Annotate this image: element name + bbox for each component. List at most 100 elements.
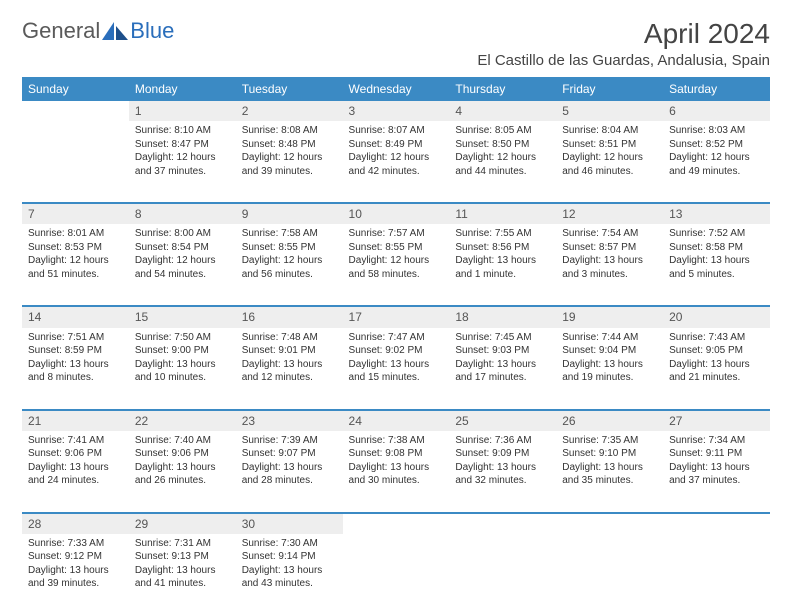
daynum-row: 14151617181920 — [22, 306, 770, 327]
detail-line: and 58 minutes. — [349, 268, 444, 282]
detail-line: Sunset: 9:11 PM — [669, 447, 764, 461]
day-detail-cell: Sunrise: 8:00 AMSunset: 8:54 PMDaylight:… — [129, 224, 236, 306]
detail-line: Sunrise: 7:54 AM — [562, 227, 657, 241]
detail-line: Sunset: 8:52 PM — [669, 138, 764, 152]
day-detail-cell — [343, 534, 450, 616]
day-number-cell — [556, 513, 663, 534]
month-title: April 2024 — [477, 18, 770, 50]
detail-line: Sunset: 9:00 PM — [135, 344, 230, 358]
day-header: Tuesday — [236, 77, 343, 101]
detail-line: Sunset: 8:59 PM — [28, 344, 123, 358]
detail-line: Sunrise: 8:01 AM — [28, 227, 123, 241]
day-detail-cell: Sunrise: 8:01 AMSunset: 8:53 PMDaylight:… — [22, 224, 129, 306]
detail-line: Sunset: 8:55 PM — [349, 241, 444, 255]
detail-line: Sunrise: 7:41 AM — [28, 434, 123, 448]
detail-line: Daylight: 13 hours — [349, 358, 444, 372]
detail-line: and 46 minutes. — [562, 165, 657, 179]
detail-line: and 54 minutes. — [135, 268, 230, 282]
daynum-row: 282930 — [22, 513, 770, 534]
day-detail-cell: Sunrise: 7:31 AMSunset: 9:13 PMDaylight:… — [129, 534, 236, 616]
day-detail-cell: Sunrise: 7:54 AMSunset: 8:57 PMDaylight:… — [556, 224, 663, 306]
detail-line: Sunset: 9:03 PM — [455, 344, 550, 358]
day-number-cell: 11 — [449, 203, 556, 224]
detail-row: Sunrise: 8:01 AMSunset: 8:53 PMDaylight:… — [22, 224, 770, 306]
day-number-cell: 15 — [129, 306, 236, 327]
logo-text-blue: Blue — [130, 18, 174, 44]
detail-line: Sunrise: 7:33 AM — [28, 537, 123, 551]
day-detail-cell: Sunrise: 8:04 AMSunset: 8:51 PMDaylight:… — [556, 121, 663, 203]
day-number-cell: 7 — [22, 203, 129, 224]
day-detail-cell: Sunrise: 7:47 AMSunset: 9:02 PMDaylight:… — [343, 328, 450, 410]
detail-line: Sunrise: 8:00 AM — [135, 227, 230, 241]
day-header: Friday — [556, 77, 663, 101]
day-number-cell: 12 — [556, 203, 663, 224]
daynum-row: 78910111213 — [22, 203, 770, 224]
detail-line: Sunrise: 7:39 AM — [242, 434, 337, 448]
detail-line: and 35 minutes. — [562, 474, 657, 488]
day-detail-cell: Sunrise: 7:36 AMSunset: 9:09 PMDaylight:… — [449, 431, 556, 513]
detail-line: Daylight: 13 hours — [242, 461, 337, 475]
day-detail-cell: Sunrise: 8:07 AMSunset: 8:49 PMDaylight:… — [343, 121, 450, 203]
day-number-cell: 6 — [663, 101, 770, 121]
detail-line: Sunset: 9:06 PM — [135, 447, 230, 461]
detail-line: Sunset: 8:58 PM — [669, 241, 764, 255]
logo: General Blue — [22, 18, 174, 44]
detail-line: Daylight: 12 hours — [135, 151, 230, 165]
detail-line: Sunrise: 7:34 AM — [669, 434, 764, 448]
detail-line: and 43 minutes. — [242, 577, 337, 591]
detail-line: and 10 minutes. — [135, 371, 230, 385]
day-header: Saturday — [663, 77, 770, 101]
day-header: Thursday — [449, 77, 556, 101]
location-text: El Castillo de las Guardas, Andalusia, S… — [477, 52, 770, 69]
detail-line: Sunset: 9:02 PM — [349, 344, 444, 358]
detail-line: Daylight: 13 hours — [135, 358, 230, 372]
detail-line: Sunrise: 7:45 AM — [455, 331, 550, 345]
detail-line: and 37 minutes. — [135, 165, 230, 179]
detail-line: Sunset: 8:54 PM — [135, 241, 230, 255]
detail-line: Sunset: 8:55 PM — [242, 241, 337, 255]
detail-line: Sunset: 8:49 PM — [349, 138, 444, 152]
detail-line: and 3 minutes. — [562, 268, 657, 282]
detail-line: Sunset: 9:12 PM — [28, 550, 123, 564]
day-number-cell: 13 — [663, 203, 770, 224]
detail-line: Daylight: 13 hours — [28, 461, 123, 475]
detail-line: Daylight: 13 hours — [28, 564, 123, 578]
detail-line: Sunrise: 7:35 AM — [562, 434, 657, 448]
detail-line: Daylight: 13 hours — [135, 564, 230, 578]
day-detail-cell: Sunrise: 7:40 AMSunset: 9:06 PMDaylight:… — [129, 431, 236, 513]
detail-line: and 21 minutes. — [669, 371, 764, 385]
day-number-cell — [663, 513, 770, 534]
detail-line: Daylight: 13 hours — [242, 564, 337, 578]
detail-line: Sunset: 9:13 PM — [135, 550, 230, 564]
day-detail-cell: Sunrise: 8:10 AMSunset: 8:47 PMDaylight:… — [129, 121, 236, 203]
detail-line: Sunrise: 7:31 AM — [135, 537, 230, 551]
day-detail-cell: Sunrise: 7:48 AMSunset: 9:01 PMDaylight:… — [236, 328, 343, 410]
day-header: Sunday — [22, 77, 129, 101]
detail-line: Sunrise: 7:58 AM — [242, 227, 337, 241]
detail-line: Sunrise: 7:47 AM — [349, 331, 444, 345]
detail-line: and 5 minutes. — [669, 268, 764, 282]
detail-line: and 49 minutes. — [669, 165, 764, 179]
day-number-cell: 29 — [129, 513, 236, 534]
day-number-cell: 3 — [343, 101, 450, 121]
day-number-cell: 17 — [343, 306, 450, 327]
detail-line: Sunset: 8:56 PM — [455, 241, 550, 255]
detail-line: Daylight: 13 hours — [669, 254, 764, 268]
detail-line: Daylight: 13 hours — [455, 461, 550, 475]
day-detail-cell: Sunrise: 7:30 AMSunset: 9:14 PMDaylight:… — [236, 534, 343, 616]
day-number-cell: 5 — [556, 101, 663, 121]
day-number-cell: 14 — [22, 306, 129, 327]
detail-line: Sunrise: 7:43 AM — [669, 331, 764, 345]
detail-line: and 28 minutes. — [242, 474, 337, 488]
detail-line: and 24 minutes. — [28, 474, 123, 488]
detail-line: Sunrise: 7:50 AM — [135, 331, 230, 345]
day-number-cell: 25 — [449, 410, 556, 431]
day-number-cell: 28 — [22, 513, 129, 534]
detail-line: and 44 minutes. — [455, 165, 550, 179]
detail-line: and 37 minutes. — [669, 474, 764, 488]
detail-line: Sunset: 8:48 PM — [242, 138, 337, 152]
detail-line: and 1 minute. — [455, 268, 550, 282]
detail-line: Sunrise: 7:30 AM — [242, 537, 337, 551]
detail-line: and 12 minutes. — [242, 371, 337, 385]
detail-line: Daylight: 13 hours — [669, 358, 764, 372]
